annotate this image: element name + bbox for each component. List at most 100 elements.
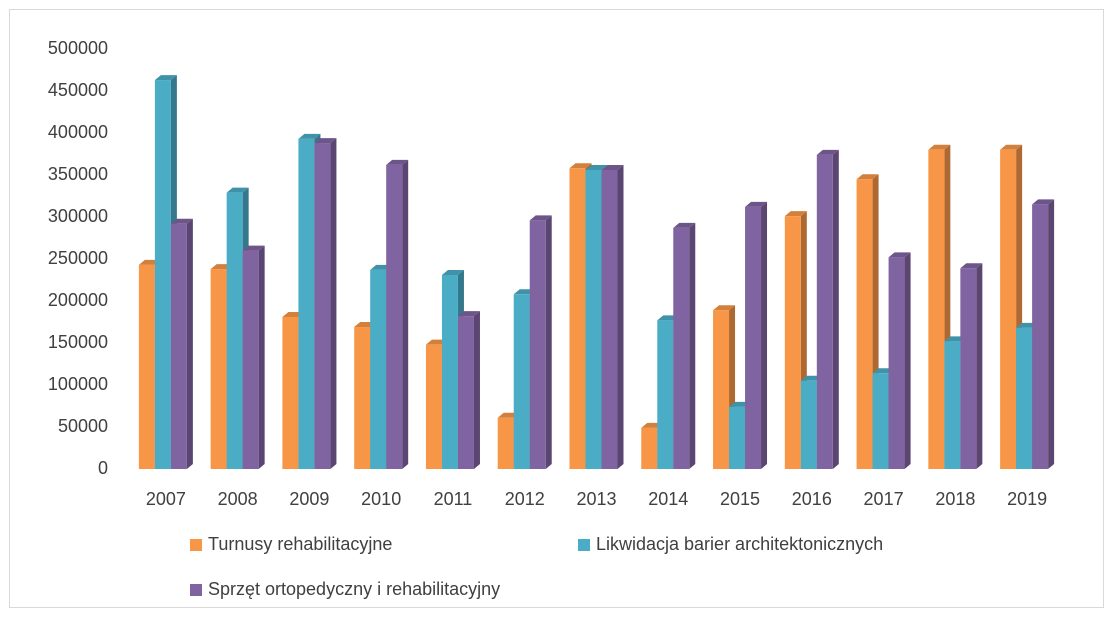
bar xyxy=(1000,149,1017,470)
bar xyxy=(457,316,474,469)
bar xyxy=(298,138,315,469)
bar-side xyxy=(904,252,911,469)
legend-label: Likwidacja barier architektonicznych xyxy=(596,534,883,554)
y-tick-label: 100000 xyxy=(48,374,108,394)
x-tick-label: 2013 xyxy=(576,489,616,509)
bar-top xyxy=(1000,144,1023,150)
bar xyxy=(585,169,602,469)
y-tick-label: 450000 xyxy=(48,80,108,100)
bar xyxy=(138,264,155,469)
bar xyxy=(370,269,387,469)
bar xyxy=(928,149,945,470)
x-tick-label: 2010 xyxy=(361,489,401,509)
bar-top xyxy=(713,305,736,311)
y-tick-label: 150000 xyxy=(48,332,108,352)
bar-side xyxy=(330,138,337,469)
bar-top xyxy=(457,311,480,317)
bar-top xyxy=(960,263,983,269)
y-tick-label: 500000 xyxy=(48,38,108,58)
bar xyxy=(745,206,762,470)
bar-top xyxy=(784,211,807,217)
bar-top xyxy=(386,159,409,165)
y-tick-label: 250000 xyxy=(48,248,108,268)
bar-top xyxy=(170,218,193,224)
bar xyxy=(856,179,873,469)
bar-top xyxy=(529,215,552,221)
x-tick-label: 2011 xyxy=(434,489,473,509)
bar xyxy=(529,220,546,469)
bar xyxy=(242,250,259,469)
bar-side xyxy=(1048,199,1055,469)
x-tick-label: 2016 xyxy=(792,489,832,509)
legend-swatch xyxy=(190,539,202,551)
bar-top xyxy=(601,164,624,170)
bar xyxy=(816,154,833,469)
bar xyxy=(282,316,299,469)
bar-side xyxy=(689,222,696,469)
x-tick-label: 2015 xyxy=(720,489,760,509)
bar xyxy=(513,294,530,469)
bar xyxy=(226,192,243,469)
bar xyxy=(960,268,977,469)
y-tick-label: 0 xyxy=(98,458,108,478)
y-tick-label: 300000 xyxy=(48,206,108,226)
bar xyxy=(154,80,171,469)
y-tick-label: 50000 xyxy=(58,416,108,436)
legend-label: Sprzęt ortopedyczny i rehabilitacyjny xyxy=(208,579,500,599)
bar xyxy=(354,327,371,469)
bar-top xyxy=(298,133,321,139)
x-tick-label: 2014 xyxy=(648,489,688,509)
bar xyxy=(784,216,801,469)
bar xyxy=(713,310,730,469)
bar xyxy=(888,257,905,469)
bar-side xyxy=(832,149,839,469)
bar xyxy=(425,344,442,469)
bar xyxy=(800,380,817,469)
legend-swatch xyxy=(190,584,202,596)
bar-top xyxy=(585,164,608,170)
bar-side xyxy=(545,215,552,469)
bar-side xyxy=(473,311,480,469)
bar xyxy=(210,269,227,469)
legend-label: Turnusy rehabilitacyjne xyxy=(208,534,392,554)
bar-top xyxy=(745,201,768,207)
bar xyxy=(673,227,690,469)
bar xyxy=(170,223,187,469)
bar-top xyxy=(569,163,592,169)
bar-side xyxy=(402,159,409,470)
bar-top xyxy=(226,187,249,193)
bar-top xyxy=(816,149,839,155)
bar-top xyxy=(856,174,879,180)
bar xyxy=(872,373,889,469)
y-tick-label: 350000 xyxy=(48,164,108,184)
bar-top xyxy=(673,222,696,228)
bar xyxy=(944,341,961,469)
bar-top xyxy=(314,138,337,144)
x-tick-label: 2017 xyxy=(864,489,904,509)
bar-side xyxy=(258,245,265,469)
bar xyxy=(729,406,746,469)
bar xyxy=(497,417,514,469)
x-tick-label: 2018 xyxy=(935,489,975,509)
bar-top xyxy=(888,252,911,258)
bar xyxy=(601,169,618,469)
bar-top xyxy=(242,245,265,251)
bar-top xyxy=(928,144,951,150)
bar-side xyxy=(617,164,624,469)
y-tick-label: 200000 xyxy=(48,290,108,310)
bar xyxy=(657,320,674,469)
bar-side xyxy=(976,263,983,469)
bar xyxy=(641,427,658,469)
x-tick-label: 2008 xyxy=(218,489,258,509)
bar xyxy=(569,168,586,469)
bar-side xyxy=(761,201,768,470)
bar xyxy=(441,274,458,469)
legend-swatch xyxy=(578,539,590,551)
x-tick-label: 2012 xyxy=(505,489,545,509)
bar-top xyxy=(154,75,177,81)
x-tick-label: 2007 xyxy=(146,489,186,509)
x-tick-label: 2009 xyxy=(289,489,329,509)
bar-side xyxy=(186,218,193,469)
bar xyxy=(1032,204,1049,469)
